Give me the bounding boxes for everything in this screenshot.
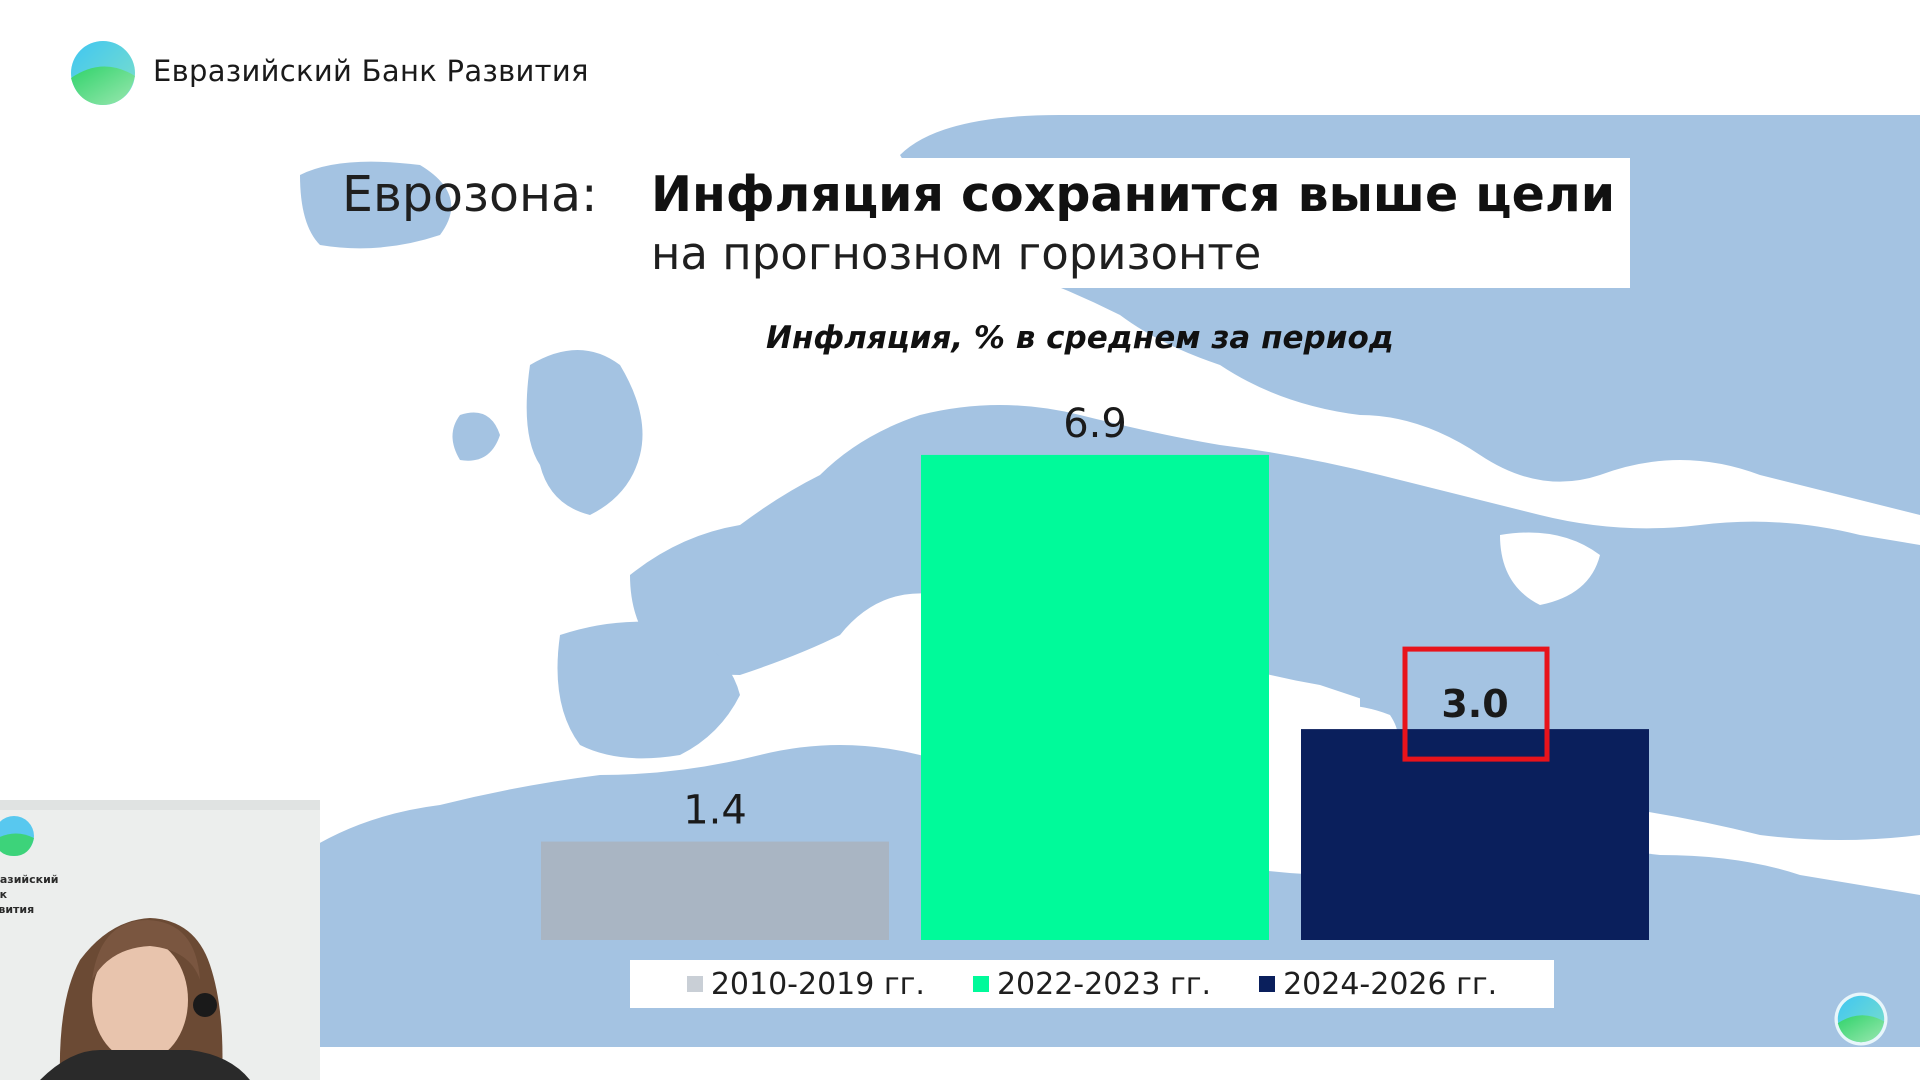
- bar-3: [1301, 729, 1649, 940]
- webcam-video-overlay: разийский нк звития: [0, 800, 320, 1080]
- legend-swatch-2024: [1259, 976, 1276, 992]
- value-label-2: 6.9: [1063, 401, 1127, 447]
- highlight-box: [1402, 646, 1550, 762]
- legend-swatch-2010: [686, 976, 703, 992]
- legend-label-2022: 2022-2023 гг.: [996, 966, 1212, 1002]
- title-subtitle: на прогнозном горизонте: [651, 227, 1262, 280]
- bar-2: [921, 454, 1269, 940]
- brand-name: Евразийский Банк Развития: [153, 54, 589, 88]
- brand-logo-icon: [71, 41, 135, 105]
- legend-item-2024: 2024-2026 гг.: [1259, 967, 1497, 1002]
- legend-item-2010: 2010-2019 гг.: [686, 966, 925, 1002]
- value-label-1: 1.4: [683, 788, 747, 834]
- chart-subtitle: Инфляция, % в среднем за период: [766, 320, 1394, 356]
- chart-legend: 2010-2019 гг. 2022-2023 гг. 2024-2026 гг…: [630, 960, 1554, 1008]
- webcam-scene: [0, 800, 320, 1080]
- title-main: Инфляция сохранится выше цели: [651, 166, 1616, 223]
- title-card: [630, 158, 1630, 288]
- bar-1: [541, 841, 889, 940]
- legend-swatch-2022: [972, 976, 989, 992]
- legend-label-2010: 2010-2019 гг.: [710, 966, 925, 1002]
- corner-logo-icon: [1834, 992, 1888, 1046]
- title-region: Еврозона:: [342, 166, 598, 223]
- webcam-logo-text: разийский нк звития: [0, 873, 59, 916]
- legend-label-2024: 2024-2026 гг.: [1283, 966, 1498, 1002]
- legend-item-2022: 2022-2023 гг.: [972, 966, 1212, 1002]
- value-label-3: 3.0: [1441, 682, 1508, 726]
